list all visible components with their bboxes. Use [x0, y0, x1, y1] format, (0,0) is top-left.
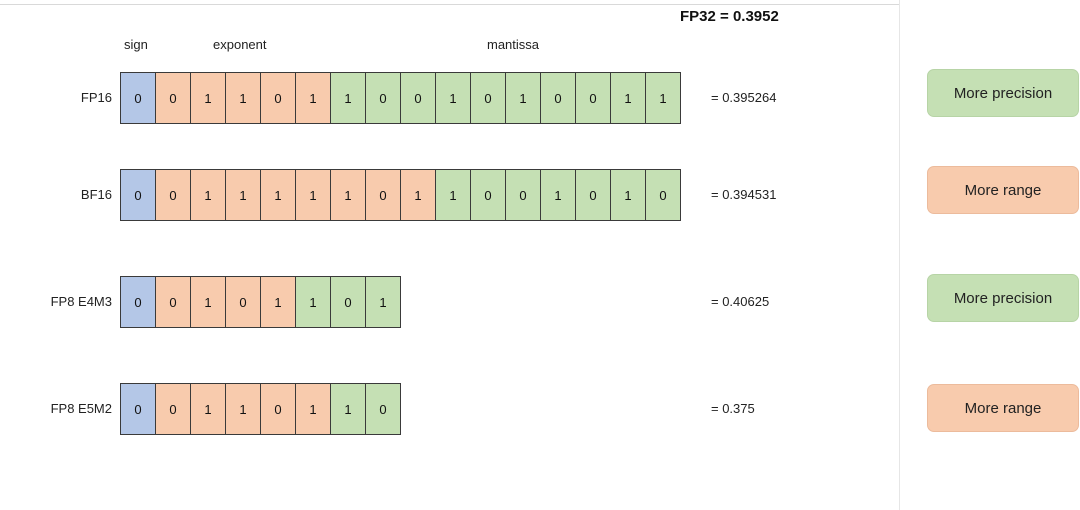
mantissa-bit: 0 [645, 169, 681, 221]
trait-badge: More precision [927, 69, 1079, 117]
format-label: FP8 E5M2 [50, 401, 112, 416]
mantissa-bit: 0 [365, 383, 401, 435]
exponent-bit: 1 [225, 169, 261, 221]
exponent-bit: 1 [225, 72, 261, 124]
trait-badge: More range [927, 384, 1079, 432]
exponent-header: exponent [213, 37, 267, 52]
format-label: BF16 [80, 187, 112, 202]
sign-bit: 0 [120, 169, 156, 221]
mantissa-bit: 0 [505, 169, 541, 221]
mantissa-bit: 1 [435, 72, 471, 124]
exponent-bit: 1 [225, 383, 261, 435]
mantissa-bit: 0 [575, 72, 611, 124]
trait-badge: More precision [927, 274, 1079, 322]
right-divider [899, 0, 900, 510]
exponent-bit: 1 [260, 276, 296, 328]
decoded-value: = 0.375 [711, 401, 755, 416]
mantissa-header: mantissa [487, 37, 540, 52]
top-divider [0, 4, 899, 5]
exponent-bit: 1 [260, 169, 296, 221]
mantissa-bit: 1 [505, 72, 541, 124]
mantissa-bit: 1 [540, 169, 576, 221]
exponent-bit: 0 [225, 276, 261, 328]
sign-bit: 0 [120, 276, 156, 328]
exponent-bit: 1 [190, 72, 226, 124]
mantissa-bit: 1 [295, 276, 331, 328]
mantissa-bit: 1 [330, 383, 366, 435]
exponent-bit: 1 [330, 169, 366, 221]
decoded-value: = 0.394531 [711, 187, 777, 202]
mantissa-bit: 0 [575, 169, 611, 221]
mantissa-bit: 1 [645, 72, 681, 124]
sign-header: sign [124, 37, 148, 52]
exponent-bit: 1 [295, 383, 331, 435]
decoded-value: = 0.40625 [711, 294, 770, 309]
mantissa-bit: 0 [400, 72, 436, 124]
mantissa-bit: 0 [330, 276, 366, 328]
mantissa-bit: 0 [470, 169, 506, 221]
format-label: FP8 E4M3 [50, 294, 112, 309]
fp32-title: FP32 = 0.3952 [680, 8, 779, 25]
mantissa-bit: 1 [610, 169, 646, 221]
mantissa-bit: 0 [540, 72, 576, 124]
exponent-bit: 1 [400, 169, 436, 221]
exponent-bit: 0 [155, 383, 191, 435]
decoded-value: = 0.395264 [711, 90, 777, 105]
exponent-bit: 1 [190, 383, 226, 435]
format-label: FP16 [80, 90, 112, 105]
mantissa-bit: 0 [365, 72, 401, 124]
mantissa-bit: 1 [365, 276, 401, 328]
exponent-bit: 0 [155, 276, 191, 328]
exponent-bit: 1 [295, 169, 331, 221]
exponent-bit: 1 [190, 276, 226, 328]
mantissa-bit: 1 [435, 169, 471, 221]
exponent-bit: 1 [295, 72, 331, 124]
exponent-bit: 0 [260, 383, 296, 435]
exponent-bit: 1 [190, 169, 226, 221]
sign-bit: 0 [120, 383, 156, 435]
mantissa-bit: 1 [610, 72, 646, 124]
exponent-bit: 0 [155, 72, 191, 124]
mantissa-bit: 1 [330, 72, 366, 124]
exponent-bit: 0 [155, 169, 191, 221]
sign-bit: 0 [120, 72, 156, 124]
exponent-bit: 0 [260, 72, 296, 124]
trait-badge: More range [927, 166, 1079, 214]
mantissa-bit: 0 [470, 72, 506, 124]
exponent-bit: 0 [365, 169, 401, 221]
